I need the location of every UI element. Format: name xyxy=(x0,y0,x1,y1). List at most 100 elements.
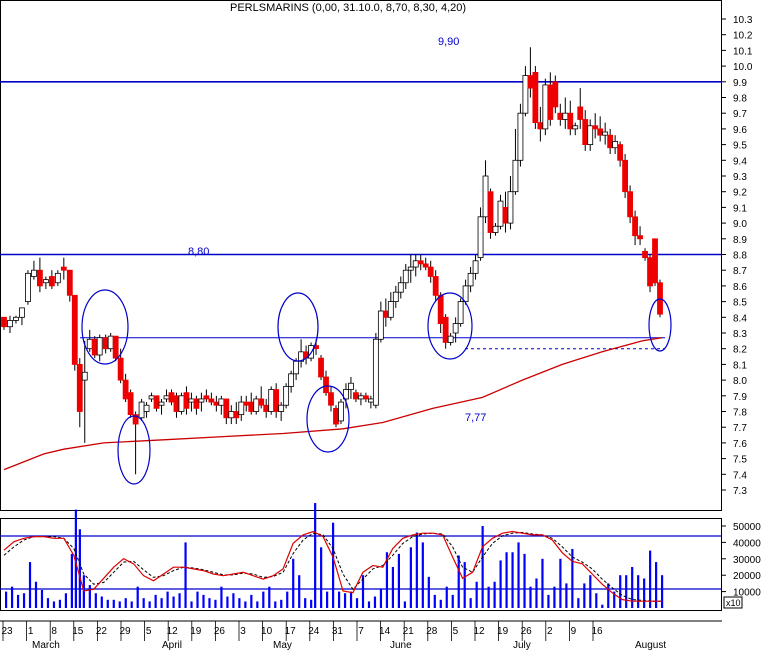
volume-bar xyxy=(595,593,598,608)
volume-bar xyxy=(631,567,634,608)
volume-bar xyxy=(331,522,335,608)
price-tick-label: 10.0 xyxy=(733,62,753,73)
volume-bar xyxy=(415,532,418,608)
volume-bar xyxy=(220,586,223,608)
volume-bar xyxy=(262,591,265,608)
date-tick-label: 19 xyxy=(190,626,202,637)
candle-body xyxy=(132,414,139,425)
volume-bar xyxy=(541,558,544,608)
volume-bar xyxy=(361,575,365,608)
volume-bar xyxy=(22,593,26,608)
candle-body xyxy=(442,316,449,343)
candle-body xyxy=(122,379,129,400)
volume-bar xyxy=(184,542,187,608)
volume-bar xyxy=(601,604,604,608)
volume-bar xyxy=(481,526,484,608)
volume-bar xyxy=(463,562,466,608)
volume-bar xyxy=(397,553,400,608)
price-tick-label: 8.4 xyxy=(733,313,747,324)
candle-body xyxy=(612,141,619,149)
volume-bar xyxy=(256,601,259,608)
month-label: May xyxy=(273,640,292,651)
highlight-ellipse xyxy=(306,385,350,453)
volume-bar xyxy=(583,583,586,608)
candle-body xyxy=(138,401,145,419)
candle-body xyxy=(557,112,564,120)
volume-bar xyxy=(178,593,181,608)
candle-body xyxy=(502,206,509,224)
volume-bar xyxy=(355,598,359,608)
candle-body xyxy=(607,134,614,149)
price-panel-frame xyxy=(0,0,722,511)
highlight-ellipse xyxy=(277,292,319,362)
candle-body xyxy=(293,360,300,375)
month-label: August xyxy=(635,640,666,651)
candle-body xyxy=(127,392,134,416)
candle-body xyxy=(422,263,429,268)
volume-bar xyxy=(280,599,283,608)
candle-body xyxy=(477,216,484,259)
volume-bar xyxy=(232,593,235,608)
price-tick-label: 7.5 xyxy=(733,455,747,466)
volume-bar xyxy=(58,599,62,608)
candle-body xyxy=(7,320,13,328)
volume-bar xyxy=(214,599,217,608)
candle-body xyxy=(188,398,195,403)
volume-bar xyxy=(244,601,247,608)
candle-body xyxy=(467,272,474,287)
price-tick-label: 8.1 xyxy=(733,360,747,371)
volume-bar xyxy=(320,547,323,608)
volume-bar xyxy=(385,552,389,608)
candle-body xyxy=(25,272,31,302)
candle-body xyxy=(637,235,643,240)
volume-bar xyxy=(487,586,490,608)
candle-body xyxy=(587,125,594,146)
candle-body xyxy=(112,335,119,359)
candle-body xyxy=(622,159,629,193)
date-tick-label: 14 xyxy=(379,626,391,637)
volume-bar xyxy=(40,589,44,608)
volume-bar xyxy=(517,542,520,608)
date-tick-label: 8 xyxy=(51,626,57,637)
candle-body xyxy=(577,106,584,120)
volume-bar xyxy=(4,591,8,608)
volume-bar xyxy=(106,599,109,608)
price-tick-label: 9.0 xyxy=(733,219,747,230)
volume-bar xyxy=(649,550,652,608)
candle-body xyxy=(71,294,78,365)
candle-body xyxy=(542,84,549,130)
candle-body xyxy=(427,266,434,277)
volume-bar xyxy=(625,575,628,608)
price-tick-label: 9.7 xyxy=(733,109,747,120)
price-tick-label: 9.3 xyxy=(733,172,747,183)
volume-bar xyxy=(559,558,562,608)
volume-tick-label: 50000 xyxy=(733,522,761,533)
volume-bar xyxy=(445,586,448,608)
candle-body xyxy=(362,395,369,400)
candle-body xyxy=(397,282,404,293)
volume-bar xyxy=(46,598,50,608)
volume-bar xyxy=(172,596,175,608)
price-tick-label: 7.8 xyxy=(733,408,747,419)
candle-body xyxy=(36,269,43,287)
volume-bar xyxy=(208,598,211,608)
volume-bar xyxy=(337,591,341,608)
candle-body xyxy=(86,338,93,350)
candle-body xyxy=(497,200,504,227)
candle-body xyxy=(338,401,344,422)
date-tick-label: 26 xyxy=(521,626,533,637)
volume-bar xyxy=(70,553,73,608)
candle-body xyxy=(642,250,648,259)
stochastic-k-line xyxy=(3,530,662,602)
candle-body xyxy=(367,398,374,403)
volume-bar xyxy=(613,591,616,608)
candle-body xyxy=(233,411,240,419)
volume-bar xyxy=(439,599,442,608)
candle-body xyxy=(348,382,354,390)
volume-bar xyxy=(88,585,91,608)
candle-body xyxy=(592,125,599,130)
candle-body xyxy=(107,335,114,350)
highlight-ellipse xyxy=(427,292,473,360)
candle-body xyxy=(343,389,349,400)
volume-bar xyxy=(28,562,32,608)
